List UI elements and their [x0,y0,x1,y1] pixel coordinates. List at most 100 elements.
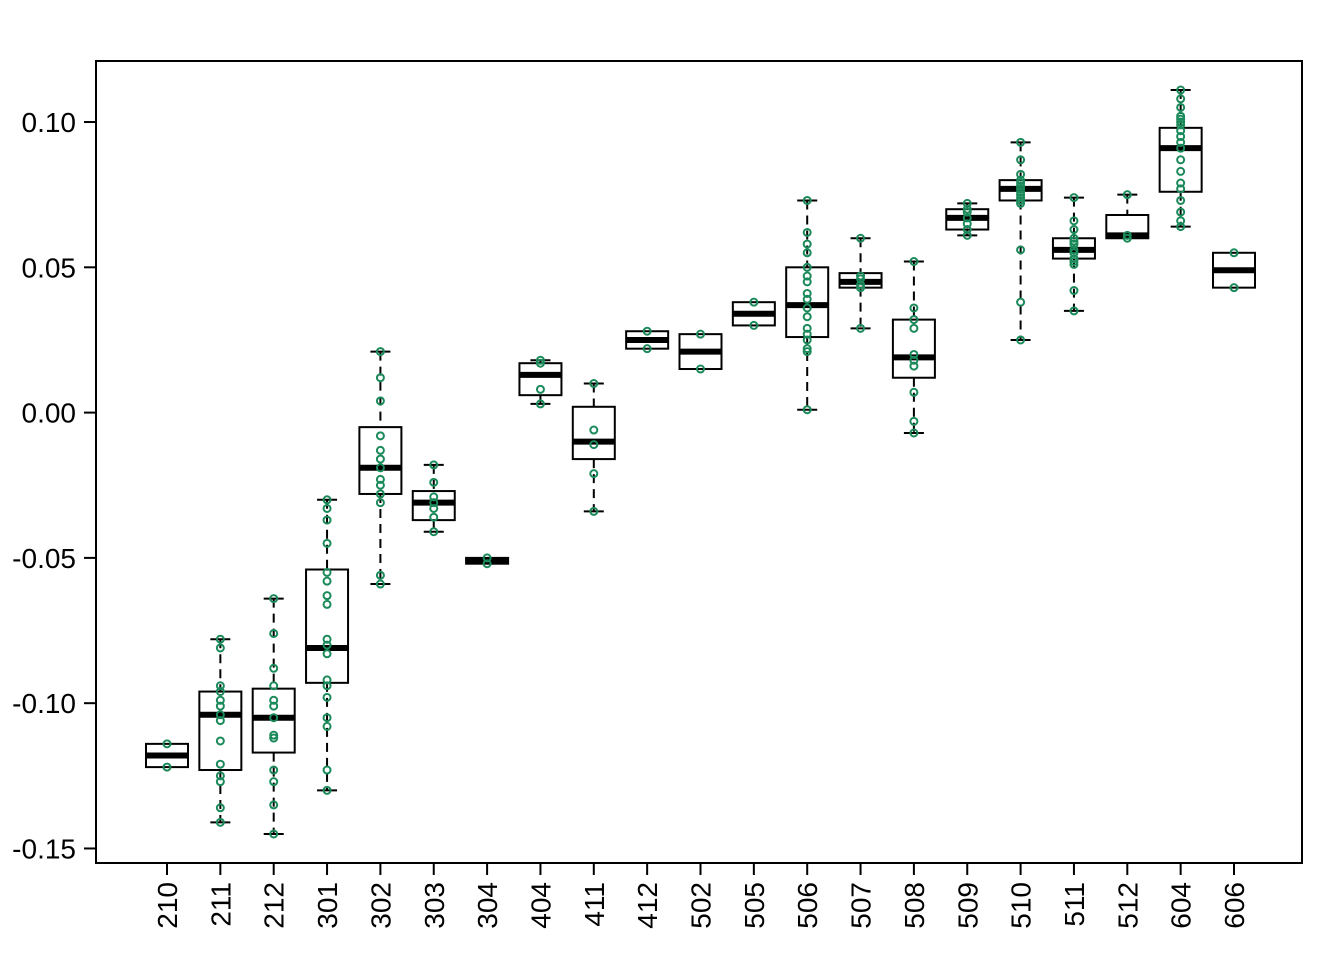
data-point [1016,335,1026,345]
data-point [1016,198,1026,208]
data-point [535,384,545,394]
data-point [1016,297,1026,307]
data-point [1069,233,1079,243]
data-point [215,701,225,711]
data-point [322,681,332,691]
data-point [696,329,705,339]
data-point [322,567,332,577]
box-304 [465,553,510,569]
x-tick-label: 212 [259,882,290,929]
data-point [802,347,812,357]
data-point [482,559,492,569]
data-point [1069,245,1079,255]
data-point [162,762,172,772]
box-508 [891,257,936,438]
box-411 [571,379,616,516]
data-point [1069,236,1079,246]
data-point [856,274,866,284]
x-tick-label: 301 [312,882,343,929]
data-point [322,675,332,685]
data-point [1229,283,1239,293]
x-tick-label: 511 [1059,882,1090,927]
data-point [322,713,332,723]
data-point [589,379,599,389]
box-412 [625,326,670,354]
box-210 [145,739,189,772]
data-point [1176,120,1186,130]
data-point [1176,143,1186,153]
data-point [535,355,545,365]
box-211 [198,634,243,827]
data-point [1016,190,1026,200]
data-point [535,399,545,409]
data-point [962,204,972,214]
y-tick-label: 0.10 [22,107,77,138]
box-512 [1105,190,1150,243]
data-point [962,198,972,208]
data-point [1176,132,1186,142]
data-point [856,280,866,290]
data-point [1016,175,1026,185]
data-point [375,347,385,357]
data-point [269,733,279,743]
data-point [909,416,919,426]
data-point [322,765,332,775]
x-tick-label: 507 [846,882,877,929]
x-tick-label: 505 [739,882,770,929]
data-point [1176,166,1186,176]
data-point [1016,181,1026,191]
data-point [1176,102,1186,112]
box-302 [358,347,403,589]
y-tick-label: 0.00 [22,398,77,429]
data-point [269,594,279,604]
data-point [215,771,225,781]
data-point [1016,187,1026,197]
data-point [1176,155,1186,165]
data-point [429,477,439,487]
data-point [1176,111,1186,121]
data-point [962,219,972,229]
data-point [322,503,332,513]
data-point [429,503,439,513]
data-point [1122,233,1132,243]
data-point [909,323,919,333]
x-tick-label: 512 [1112,882,1143,929]
data-point [215,695,225,705]
data-point [856,271,866,281]
y-axis: -0.15 -0.10 -0.05 0.00 0.05 0.10 [12,107,96,864]
data-point [1016,178,1026,188]
box-iqr [358,426,403,495]
data-point [1069,259,1079,269]
data-point [269,701,279,711]
data-point [1122,230,1132,240]
data-point [269,628,279,638]
data-point [802,329,812,339]
data-point [269,681,279,691]
data-point [269,800,279,810]
y-tick-label: -0.10 [12,688,76,719]
data-point [909,355,919,365]
data-point [269,663,279,673]
data-point [375,579,385,589]
data-point [429,460,439,470]
data-point [1176,184,1186,194]
data-point [429,527,439,537]
data-point [269,765,279,775]
data-point [802,227,812,237]
box-iqr [1158,126,1203,193]
box-510 [998,137,1043,345]
data-point [1016,137,1026,147]
data-point [429,498,439,508]
plot-frame [95,60,1303,864]
x-axis: 210 211 212 301 302 303 304 404 411 412 502 505 506 5… [152,863,1250,929]
box-404 [518,355,563,409]
data-point [1016,184,1026,194]
data-point [909,315,919,325]
data-point [696,364,705,374]
data-point [375,396,385,406]
box-301 [305,495,350,795]
data-point [1176,126,1186,136]
data-point [1016,193,1026,203]
data-point [215,736,225,746]
data-point [215,634,225,644]
